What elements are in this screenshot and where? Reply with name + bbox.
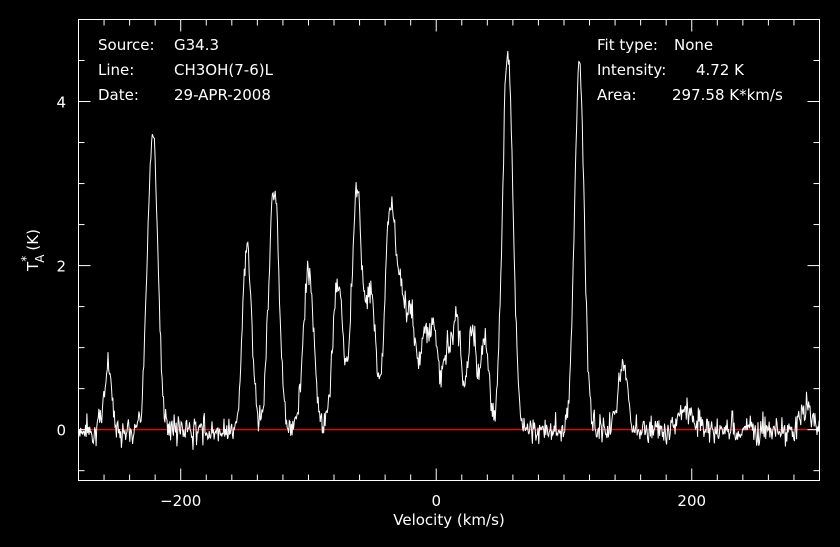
y-tick-label: 2	[56, 258, 66, 276]
y-axis-label-sup: *	[19, 256, 33, 262]
tick-layer: −200 0 200 0 2 4	[56, 19, 820, 510]
info-left: Source: G34.3 Line: CH3OH(7-6)L Date: 29…	[98, 36, 274, 104]
info-date-key: Date:	[98, 86, 139, 104]
x-tick-label: 0	[431, 492, 441, 510]
y-tick-label: 4	[56, 94, 66, 112]
y-axis-label-text: T*A (K)	[19, 229, 47, 272]
info-line-value: CH3OH(7-6)L	[174, 61, 274, 79]
y-tick-label: 0	[56, 422, 66, 440]
spectrum-line	[78, 50, 820, 450]
series-layer	[78, 50, 820, 450]
y-axis-label-unit: (K)	[24, 229, 42, 251]
info-source-value: G34.3	[174, 36, 219, 54]
info-area-key: Area:	[597, 86, 637, 104]
info-area-value: 297.58 K*km/s	[672, 86, 783, 104]
y-axis-label-main: T	[24, 261, 42, 272]
y-axis-label: T*A (K)	[19, 229, 47, 272]
info-intensity-key: Intensity:	[597, 61, 666, 79]
y-axis-label-sub: A	[33, 254, 47, 263]
info-fit-key: Fit type:	[597, 36, 658, 54]
x-axis-label: Velocity (km/s)	[393, 511, 504, 529]
info-line-key: Line:	[98, 61, 134, 79]
info-date-value: 29-APR-2008	[174, 86, 271, 104]
x-tick-label: −200	[160, 492, 201, 510]
info-intensity-value: 4.72 K	[696, 61, 745, 79]
plot-frame	[78, 19, 820, 481]
info-fit-value: None	[674, 36, 713, 54]
info-right: Fit type: None Intensity: 4.72 K Area: 2…	[597, 36, 783, 104]
x-tick-label: 200	[677, 492, 706, 510]
info-source-key: Source:	[98, 36, 155, 54]
